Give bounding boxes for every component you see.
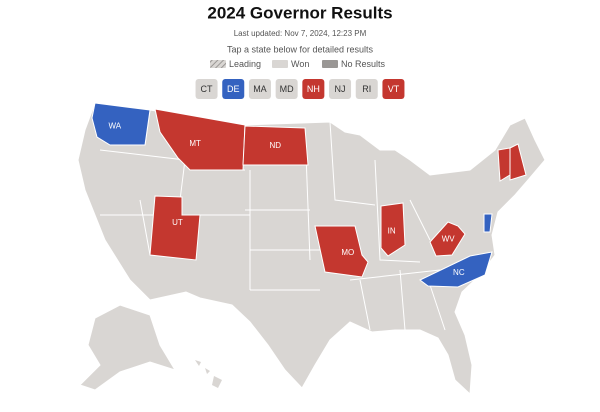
button-bg[interactable]: [222, 79, 245, 99]
state-label[interactable]: IN: [388, 227, 396, 236]
state-button[interactable]: CT: [195, 79, 218, 99]
us-outline: [79, 304, 177, 391]
button-label[interactable]: VT: [388, 84, 400, 94]
state[interactable]: [497, 147, 511, 182]
state[interactable]: [149, 195, 201, 261]
button-label[interactable]: NH: [307, 84, 320, 94]
us-outline: [77, 102, 546, 396]
button-bg[interactable]: [275, 79, 298, 99]
state-label[interactable]: WV: [442, 234, 456, 243]
button-bg[interactable]: [355, 79, 378, 99]
state[interactable]: [380, 202, 406, 257]
legend-swatch: [272, 60, 288, 68]
state-button[interactable]: DE: [222, 79, 245, 99]
title: 2024 Governor Results: [207, 3, 392, 22]
state-button[interactable]: MD: [275, 79, 298, 99]
button-bg[interactable]: [329, 79, 352, 99]
state-label[interactable]: NC: [453, 268, 465, 277]
state[interactable]: [419, 251, 493, 288]
state[interactable]: [509, 143, 527, 181]
instruction: Tap a state below for detailed results: [227, 44, 374, 54]
state[interactable]: [242, 125, 309, 166]
state[interactable]: [483, 213, 493, 233]
legend-label: No Results: [341, 59, 386, 69]
state[interactable]: [314, 225, 369, 278]
button-bg[interactable]: [195, 79, 218, 99]
button-bg[interactable]: [382, 79, 405, 99]
state-button[interactable]: NJ: [329, 79, 352, 99]
state[interactable]: [91, 102, 151, 146]
state[interactable]: [154, 108, 246, 171]
button-label[interactable]: CT: [201, 84, 213, 94]
subtitle: Last updated: Nov 7, 2024, 12:23 PM: [234, 29, 367, 38]
legend-label: Leading: [229, 59, 261, 69]
state-label[interactable]: ND: [269, 141, 281, 150]
state-label[interactable]: UT: [172, 218, 183, 227]
state-label[interactable]: MT: [189, 139, 201, 148]
button-label[interactable]: DE: [227, 84, 240, 94]
legend-swatch: [210, 60, 226, 68]
state[interactable]: [429, 221, 466, 257]
button-label[interactable]: NJ: [335, 84, 346, 94]
button-label[interactable]: MA: [253, 84, 267, 94]
button-label[interactable]: RI: [362, 84, 371, 94]
us-map: WA MT ND UT MO IN WV NC: [77, 102, 546, 396]
button-bg[interactable]: [302, 79, 325, 99]
state-button[interactable]: MA: [248, 79, 271, 99]
state-button[interactable]: NH: [302, 79, 325, 99]
legend-swatch: [322, 60, 338, 68]
state-label[interactable]: MO: [341, 248, 354, 257]
button-bg[interactable]: [248, 79, 271, 99]
button-label[interactable]: MD: [280, 84, 294, 94]
state-label[interactable]: WA: [109, 121, 122, 130]
state-button[interactable]: VT: [382, 79, 405, 99]
state-button[interactable]: RI: [355, 79, 378, 99]
legend-label: Won: [291, 59, 309, 69]
us-outline: [195, 360, 222, 388]
